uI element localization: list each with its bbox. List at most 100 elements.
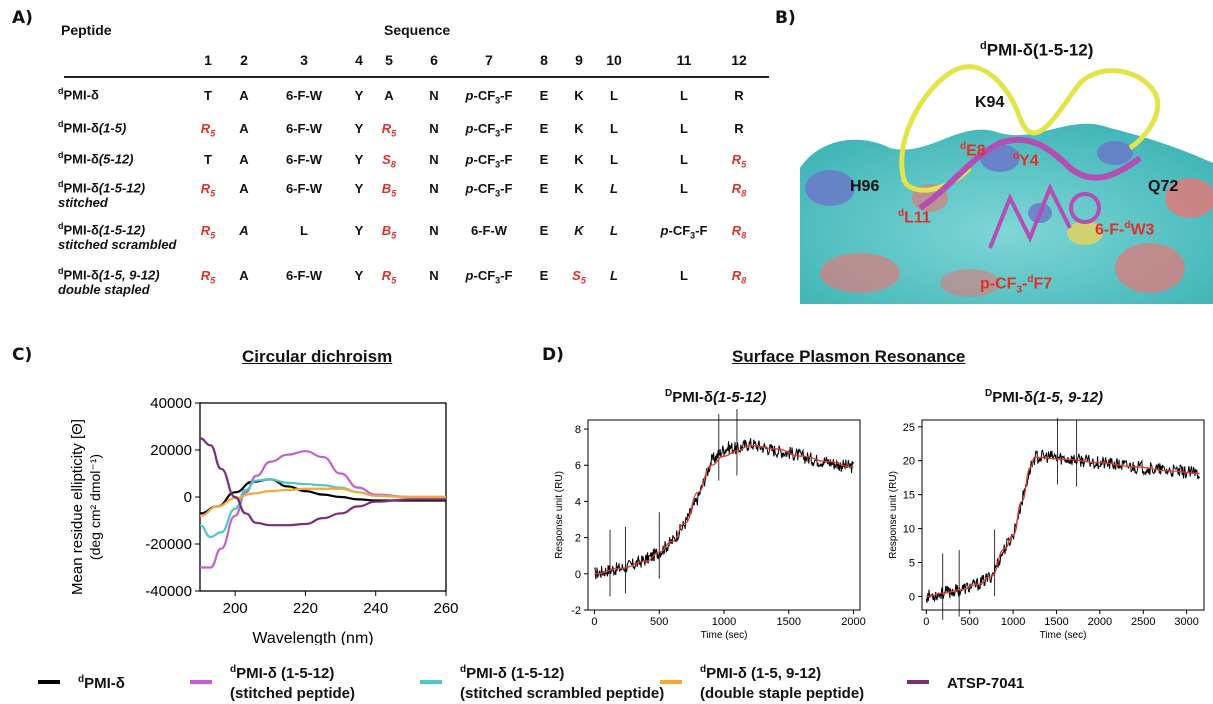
x-tick-label: 1000 [712,616,736,628]
sequence-cell: L [610,88,618,103]
sequence-cell: A [239,121,249,136]
y-tick-label: 25 [903,422,915,434]
spr-data-trace [594,438,854,580]
structure-panel: dPMI-δ(1-5-12) K94 H96 Q72 dE8 dY4 dL11 … [800,38,1213,304]
sequence-cell: B5 [381,181,397,199]
x-tick-label: 2000 [841,616,865,628]
sequence-cell: K [574,121,584,136]
peptide-name: dPMI-δ(5-12) [58,150,134,167]
sequence-cell: A [384,88,394,103]
sequence-cell: R8 [731,223,747,241]
sequence-cell: T [204,88,212,103]
sequence-cell: R8 [731,181,747,199]
spr-fit-line [926,456,1200,598]
sequence-cell: K [574,88,584,103]
sequence-cell: L [610,268,618,283]
y-tick-label: 6 [575,460,581,472]
structure-title: dPMI-δ(1-5-12) [980,40,1094,60]
cd-x-axis-label: Wavelength (nm) [252,630,373,645]
sequence-cell: N [429,268,439,283]
sequence-cell: Y [354,181,364,196]
spr-data-trace [925,449,1201,603]
sequence-cell: p-CF3-F [465,181,513,199]
spr-title: Surface Plasmon Resonance [732,347,966,366]
y-tick-label: 2 [575,533,581,545]
sequence-cell: E [539,88,549,103]
panel-label-b: B) [775,8,796,28]
sequence-cell: A [239,88,249,103]
legend-label: dPMI-δ (1-5-12) (stitched peptide) [230,664,356,702]
label-e8: dE8 [960,141,986,160]
sequence-cell: B5 [381,223,397,241]
position-header: 11 [676,52,692,68]
x-tick-label: 500 [961,616,979,628]
y-tick-label: 8 [575,424,581,436]
sequence-cell: 6-F-W [285,121,323,136]
spr-x-axis-label: Time (sec) [1040,630,1087,640]
sequence-cell: R5 [200,268,216,286]
spr-left-title: DPMI-δ(1-5-12) [665,388,767,406]
legend-swatch [420,680,442,684]
position-header: 10 [606,52,622,68]
sequence-cell: A [239,223,249,238]
spr-left-chart: -2 0 2 4 6 8 0 500 1000 1500 2000 Time (sec) Respons… [554,409,866,640]
sequence-cell: R5 [200,181,216,199]
x-tick-label: 2500 [1131,616,1155,628]
x-tick-label: 1500 [1044,616,1068,628]
label-w3: 6-F-dW3 [1095,220,1155,239]
header-peptide: Peptide [61,22,112,38]
x-tick-label: 2000 [1088,616,1112,628]
spr-x-axis-label: Time (sec) [701,630,748,640]
cd-series-line [199,478,446,515]
panel-label-a: A) [12,8,33,28]
sequence-cell: S5 [572,268,586,286]
sequence-cell: 6-F-W [470,223,508,238]
sequence-cell: E [539,268,549,283]
x-tick-label: 1500 [777,616,801,628]
spr-right-title: DPMI-δ(1-5, 9-12) [985,388,1104,406]
peptide-helix [918,136,1142,211]
spr-plot-frame [587,419,861,611]
cd-series-line [199,437,446,527]
x-tick-label: 200 [223,600,248,617]
sequence-cell: L [680,181,688,196]
sequence-cell: R5 [200,223,216,241]
staple-loop [899,64,1161,184]
sequence-cell: 6-F-W [285,152,323,167]
spr-plot-frame [921,419,1205,611]
y-tick-label: 0 [575,569,581,581]
position-header: 5 [385,52,393,68]
spr-y-axis-label: Response unit (RU) [554,471,565,559]
sequence-cell: A [239,181,249,196]
label-h96: H96 [850,178,880,195]
sequence-table: Peptide Sequence 1 2 3 4 5 6 7 8 9 10 11 12 dPMI-δ T… [54,22,769,332]
sequence-cell: L [610,152,618,167]
y-tick-label: 0 [184,489,192,506]
legend-label: dPMI-δ (1-5-12) (stitched scrambled pepti… [460,664,665,702]
position-header: 8 [540,52,548,68]
sequence-cell: 6-F-W [285,181,323,196]
sequence-cell: K [574,181,584,196]
sequence-cell: p-CF3-F [465,152,513,170]
sequence-cell: E [539,181,549,196]
y-tick-label: 5 [909,558,915,570]
label-k94: K94 [975,94,1005,111]
y-tick-label: 20 [903,456,915,468]
structure-image [800,64,1213,304]
sequence-cell: N [429,88,439,103]
position-header: 4 [355,52,363,68]
sequence-cell: R5 [731,152,747,170]
sequence-cell: p-CF3-F [465,268,513,286]
sequence-cell: L [680,268,688,283]
legend-swatch [38,680,60,684]
panel-label-c: C) [12,345,33,365]
sequence-cell: Y [354,268,364,283]
peptide-name: dPMI-δ(1-5, 9-12) double stapled [58,266,160,298]
legend-label: ATSP-7041 [947,675,1025,692]
label-f7: p-CF3-dF7 [980,274,1053,296]
peptide-name: dPMI-δ(1-5) [58,119,127,136]
x-tick-label: 1000 [1001,616,1025,628]
sequence-cell: Y [354,152,364,167]
position-header: 3 [300,52,308,68]
legend-swatch [660,680,682,684]
